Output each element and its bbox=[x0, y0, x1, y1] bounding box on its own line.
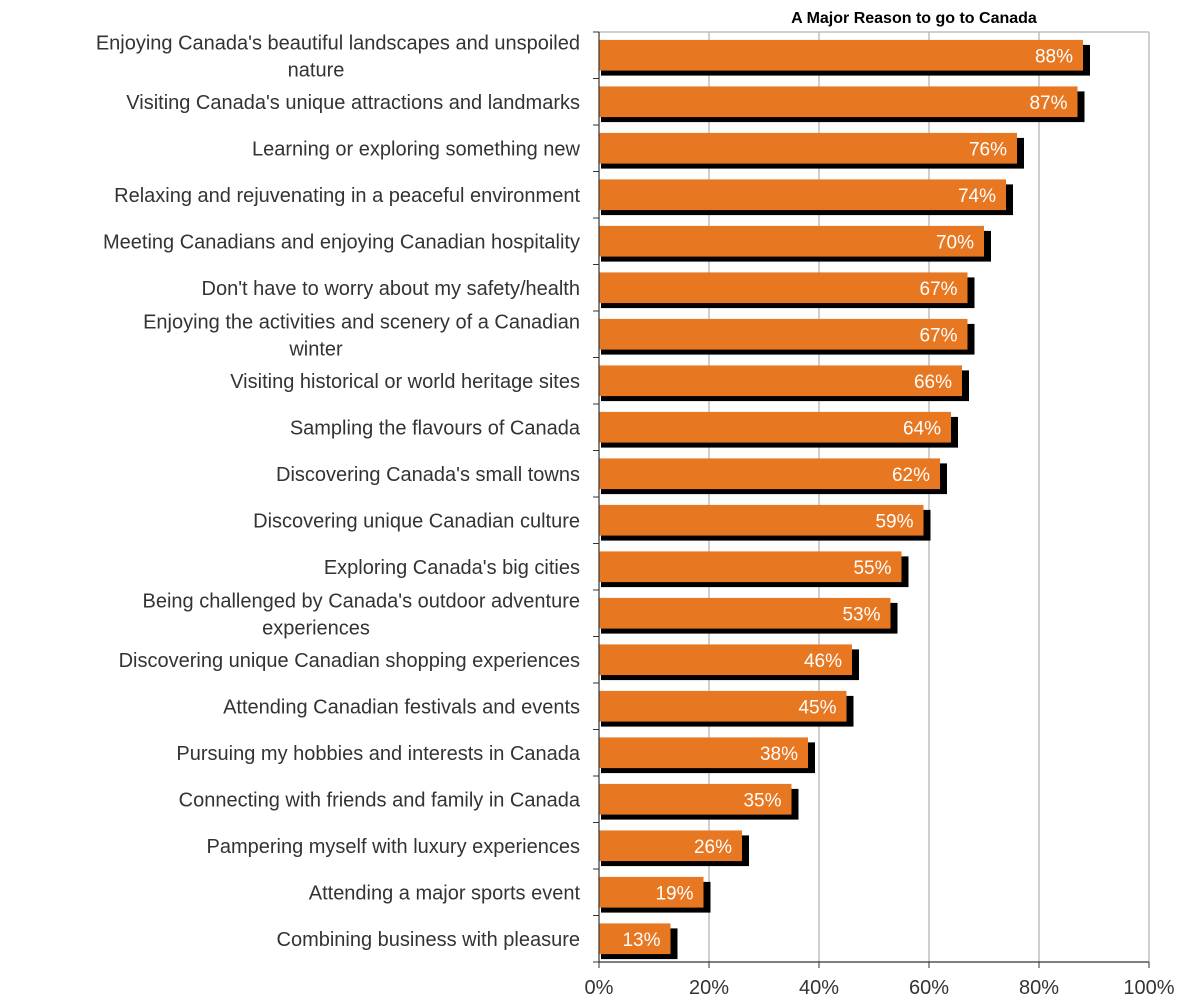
category-label: Discovering unique Canadian culture bbox=[253, 510, 580, 532]
bar bbox=[599, 597, 891, 629]
data-label: 13% bbox=[622, 930, 660, 951]
category-label: Connecting with friends and family in Ca… bbox=[179, 789, 581, 811]
x-tick-label: 20% bbox=[689, 977, 729, 999]
bar bbox=[599, 690, 847, 722]
category-label: Exploring Canada's big cities bbox=[324, 557, 580, 579]
x-tick-label: 40% bbox=[799, 977, 839, 999]
data-label: 67% bbox=[919, 325, 957, 346]
category-label: Learning or exploring something new bbox=[252, 138, 581, 160]
category-label: Discovering unique Canadian shopping exp… bbox=[119, 650, 580, 672]
category-label: Meeting Canadians and enjoying Canadian … bbox=[103, 231, 580, 253]
bar bbox=[599, 551, 902, 583]
x-tick-label: 100% bbox=[1123, 977, 1174, 999]
category-label: Pampering myself with luxury experiences bbox=[207, 836, 581, 858]
data-label: 53% bbox=[842, 604, 880, 625]
bar bbox=[599, 86, 1078, 118]
category-label: Pursuing my hobbies and interests in Can… bbox=[176, 743, 580, 765]
bar bbox=[599, 504, 924, 536]
bar bbox=[599, 644, 852, 676]
data-label: 87% bbox=[1029, 93, 1067, 114]
category-label: Sampling the flavours of Canada bbox=[290, 417, 581, 439]
x-tick-label: 60% bbox=[909, 977, 949, 999]
bar bbox=[599, 179, 1006, 211]
category-label: Combining business with pleasure bbox=[277, 929, 581, 951]
data-label: 38% bbox=[760, 744, 798, 765]
bar bbox=[599, 876, 704, 908]
data-label: 35% bbox=[743, 790, 781, 811]
gridlines bbox=[599, 31, 1150, 962]
data-label: 64% bbox=[903, 418, 941, 439]
bar bbox=[599, 830, 742, 862]
bar bbox=[599, 365, 962, 397]
category-label: Enjoying Canada's beautiful landscapes a… bbox=[96, 32, 580, 81]
data-label: 55% bbox=[853, 558, 891, 579]
data-label: 59% bbox=[875, 511, 913, 532]
bar bbox=[599, 132, 1017, 164]
bar bbox=[599, 411, 951, 443]
bar bbox=[599, 225, 984, 257]
x-tick-label: 80% bbox=[1019, 977, 1059, 999]
category-label: Don't have to worry about my safety/heal… bbox=[202, 278, 580, 300]
bar bbox=[599, 737, 808, 769]
data-label: 67% bbox=[919, 279, 957, 300]
data-label: 62% bbox=[892, 465, 930, 486]
x-tick-labels: 0% 20% 40% 60% 80% 100% bbox=[585, 977, 1175, 999]
bar bbox=[599, 318, 968, 350]
data-label: 74% bbox=[958, 186, 996, 207]
x-tick-label: 0% bbox=[585, 977, 614, 999]
axes bbox=[593, 31, 1150, 968]
chart-title: A Major Reason to go to Canada bbox=[791, 10, 1037, 27]
data-label: 26% bbox=[694, 837, 732, 858]
data-label: 46% bbox=[804, 651, 842, 672]
category-label: Discovering Canada's small towns bbox=[276, 464, 580, 486]
bar bbox=[599, 923, 671, 955]
bar bbox=[599, 39, 1083, 71]
category-label: Attending a major sports event bbox=[309, 882, 581, 904]
category-label: Relaxing and rejuvenating in a peaceful … bbox=[114, 185, 580, 207]
data-label: 76% bbox=[969, 139, 1007, 160]
bar bbox=[599, 458, 940, 490]
bars: 88% 87% 76% 74% 70% 67% 67% 66% 64% 62% 59% 55% 53% 4… bbox=[599, 39, 1090, 960]
category-label: Attending Canadian festivals and events bbox=[223, 696, 580, 718]
category-label: Being challenged by Canada's outdoor adv… bbox=[143, 590, 580, 639]
bar bbox=[599, 783, 792, 815]
data-label: 88% bbox=[1035, 46, 1073, 67]
data-label: 45% bbox=[798, 697, 836, 718]
data-label: 19% bbox=[655, 883, 693, 904]
category-label: Visiting Canada's unique attractions and… bbox=[126, 92, 580, 114]
bar bbox=[599, 272, 968, 304]
category-labels: Enjoying Canada's beautiful landscapes a… bbox=[96, 32, 581, 951]
category-label: Enjoying the activities and scenery of a… bbox=[143, 311, 580, 360]
category-label: Visiting historical or world heritage si… bbox=[230, 371, 580, 393]
data-label: 70% bbox=[936, 232, 974, 253]
data-label: 66% bbox=[914, 372, 952, 393]
